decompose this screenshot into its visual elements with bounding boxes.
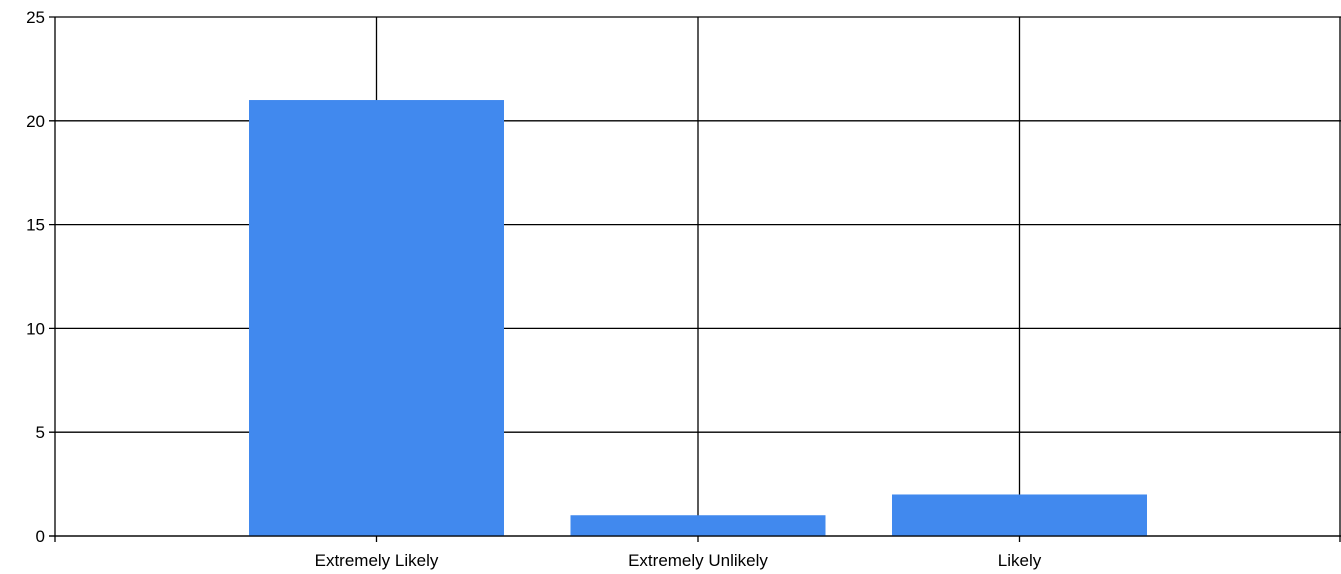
bar-extremely-unlikely — [570, 515, 826, 536]
bar-extremely-likely — [249, 100, 504, 536]
x-tick-label: Extremely Likely — [315, 551, 439, 570]
y-tick-label: 20 — [26, 112, 45, 131]
y-tick-label: 0 — [36, 527, 45, 546]
bar-likely — [892, 494, 1147, 536]
y-tick-label: 10 — [26, 319, 45, 338]
grid-lines — [49, 16, 1341, 542]
x-tick-label: Extremely Unlikely — [628, 551, 768, 570]
x-tick-label: Likely — [998, 551, 1042, 570]
y-tick-label: 15 — [26, 216, 45, 235]
y-tick-label: 5 — [36, 423, 45, 442]
axes — [49, 17, 1341, 542]
x-tick-labels: Extremely Likely Extremely Unlikely Likely — [315, 551, 1042, 570]
y-tick-label: 25 — [26, 8, 45, 27]
y-tick-labels: 0 5 10 15 20 25 — [26, 8, 45, 546]
bars — [249, 100, 1147, 536]
